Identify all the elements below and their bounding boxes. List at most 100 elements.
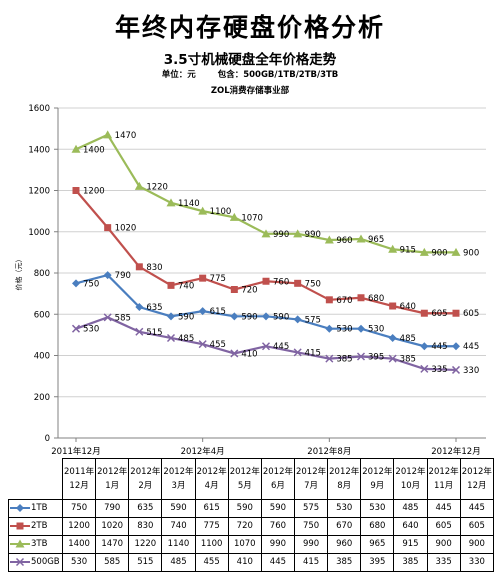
table-cell: 960 [327, 535, 362, 554]
table-cell: 1200 [61, 517, 97, 536]
marker-3TB [166, 198, 176, 207]
data-label-2TB: 1020 [115, 224, 137, 234]
includes-label: 包含：500GB/1TB/2TB/3TB [217, 70, 339, 80]
legend-key-icon [10, 503, 30, 512]
marker-1TB [420, 342, 429, 351]
chart-subtitle: 3.5寸机械硬盘全年价格走势 [163, 52, 337, 68]
x-tick-label: 2011年12月 [51, 446, 100, 457]
legend-key-marker [15, 539, 25, 547]
table-cell: 335 [426, 553, 461, 572]
marker-3TB [419, 247, 429, 256]
marker-3TB [134, 181, 144, 190]
series-name: 500GB [31, 557, 60, 567]
data-label-1TB: 590 [273, 312, 289, 322]
marker-2TB [294, 279, 302, 287]
marker-500GB [230, 349, 239, 358]
series-name: 3TB [31, 539, 48, 549]
table-row: 500GB 530 585 515 485 455 410 445 415 385 395 385 33… [8, 553, 495, 572]
grid-lines [58, 107, 486, 398]
series-legend-cell: 500GB [8, 553, 63, 572]
x-tick-label: 2012年8月 [307, 446, 351, 457]
marker-2TB [72, 187, 80, 194]
marker-2TB [104, 224, 112, 232]
table-header-cell: 2012年6月 [260, 458, 295, 500]
marker-1TB [135, 303, 144, 312]
data-label-3TB: 1470 [115, 131, 137, 141]
x-axis-ticks: 2011年12月 2012年4月 2012年8月 2012年12月 [51, 438, 481, 457]
data-label-500GB: 530 [83, 325, 99, 335]
table-cell: 605 [459, 517, 495, 536]
data-label-3TB: 915 [400, 245, 416, 255]
y-tick-label: 0 [45, 434, 50, 444]
marker-2TB [167, 281, 175, 289]
table-header-cell: 2012年5月 [227, 458, 262, 500]
data-label-3TB: 1400 [83, 145, 105, 155]
table-cell: 445 [426, 499, 461, 518]
table-cell: 330 [459, 553, 495, 572]
table-cell: 990 [293, 535, 329, 554]
table-cell: 750 [61, 499, 97, 518]
table-cell: 515 [128, 553, 163, 572]
data-label-1TB: 750 [83, 279, 99, 289]
marker-3TB [103, 130, 113, 139]
data-label-500GB: 585 [115, 313, 131, 323]
table-header-cell: 2012年11月 [426, 458, 461, 500]
table-cell: 385 [327, 553, 362, 572]
table-row: 3TB 1400 1470 1220 1140 1100 1070 990 990 960 965 9… [8, 535, 495, 554]
data-label-2TB: 750 [305, 279, 321, 289]
data-labels: 750 790 635 590 615 590 590 575 530 530 485 445 445 1… [83, 131, 479, 376]
y-tick-label: 800 [34, 269, 50, 279]
table-cell: 590 [161, 499, 196, 518]
data-label-1TB: 790 [115, 271, 131, 281]
page-title: 年终内存硬盘价格分析 [114, 13, 385, 42]
marker-1TB [293, 315, 302, 324]
table-cell: 1020 [95, 517, 130, 536]
table-header-cell: 2012年8月 [327, 458, 362, 500]
marker-500GB [103, 313, 112, 322]
table-cell: 1220 [128, 535, 163, 554]
table-header-cell: 2012年9月 [360, 458, 395, 500]
marker-1TB [167, 312, 175, 321]
table-row: 1TB 750 790 635 590 615 590 590 575 530 530 485 445 4… [8, 499, 495, 518]
table-header-cell: 2012年12月 [459, 458, 495, 500]
table-header-cell: 2012年3月 [161, 458, 196, 500]
marker-500GB [198, 340, 207, 349]
table-cell: 615 [194, 499, 229, 518]
table-cell: 530 [61, 553, 97, 572]
y-tick-label: 1400 [28, 145, 50, 155]
price-line-chart: 0 200 400 600 800 1000 1200 1400 1600 价格（元） 2011年… [14, 104, 486, 457]
table-header-cell: 2011年12月 [61, 458, 97, 500]
data-label-1TB: 530 [336, 325, 352, 335]
table-cell: 590 [227, 499, 262, 518]
marker-500GB [325, 354, 334, 363]
table-header-cell: 2012年2月 [128, 458, 163, 500]
data-label-500GB: 445 [273, 342, 289, 352]
data-label-2TB: 680 [368, 294, 384, 304]
table-cell: 575 [293, 499, 329, 518]
table-cell: 605 [426, 517, 461, 536]
table-cell: 1070 [227, 535, 262, 554]
data-label-2TB: 760 [273, 277, 289, 287]
legend-key-marker [16, 503, 24, 512]
marker-3TB [229, 212, 239, 221]
table-cell: 1470 [95, 535, 130, 554]
data-label-2TB: 670 [336, 296, 352, 306]
data-label-1TB: 445 [463, 342, 479, 352]
table-cell: 530 [360, 499, 395, 518]
y-tick-label: 1200 [28, 187, 50, 197]
marker-1TB [388, 333, 397, 342]
data-label-500GB: 385 [400, 355, 416, 365]
y-tick-label: 1600 [28, 104, 50, 114]
marker-2TB [389, 302, 397, 310]
table-cell: 395 [360, 553, 395, 572]
data-label-2TB: 605 [463, 309, 479, 319]
marker-3TB [356, 234, 366, 243]
table-cell: 990 [260, 535, 295, 554]
data-label-500GB: 330 [463, 366, 479, 376]
table-cell: 760 [260, 517, 295, 536]
data-label-3TB: 900 [463, 248, 479, 258]
data-label-1TB: 590 [178, 312, 194, 322]
table-cell: 830 [128, 517, 163, 536]
table-cell: 455 [194, 553, 229, 572]
y-axis-label: 价格（元） [14, 256, 23, 291]
